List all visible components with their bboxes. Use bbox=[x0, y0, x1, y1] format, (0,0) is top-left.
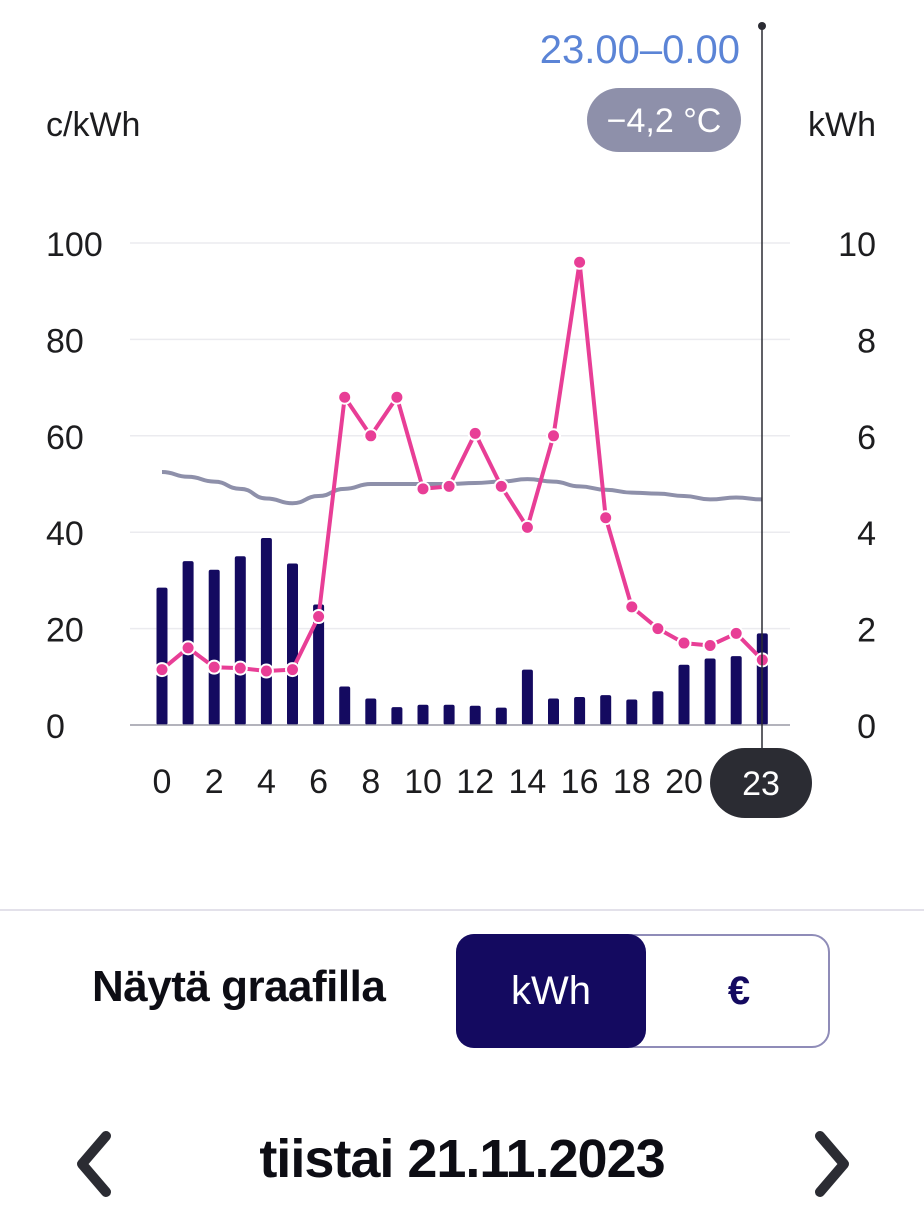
left-tick-label: 20 bbox=[46, 612, 84, 650]
price-point[interactable] bbox=[467, 425, 483, 441]
x-tick-label: 12 bbox=[456, 763, 494, 801]
right-tick-label: 8 bbox=[857, 322, 876, 360]
consumption-bar[interactable] bbox=[678, 664, 690, 725]
price-point[interactable] bbox=[441, 478, 457, 494]
x-tick-label: 4 bbox=[257, 763, 276, 801]
x-tick-label: 14 bbox=[508, 763, 546, 801]
left-tick-label: 100 bbox=[46, 226, 103, 264]
x-tick-label: 18 bbox=[613, 763, 651, 801]
consumption-bar[interactable] bbox=[469, 705, 481, 725]
price-point[interactable] bbox=[389, 389, 405, 405]
chevron-right-icon bbox=[815, 1131, 849, 1197]
price-point[interactable] bbox=[311, 609, 327, 625]
price-point[interactable] bbox=[493, 478, 509, 494]
price-point[interactable] bbox=[676, 635, 692, 651]
price-point[interactable] bbox=[180, 640, 196, 656]
left-tick-label: 0 bbox=[46, 708, 65, 746]
x-tick-label: 16 bbox=[561, 763, 599, 801]
x-tick-label: 2 bbox=[205, 763, 224, 801]
price-point[interactable] bbox=[232, 660, 248, 676]
consumption-bar[interactable] bbox=[548, 698, 559, 725]
consumption-bar[interactable] bbox=[260, 537, 272, 725]
price-point[interactable] bbox=[337, 389, 353, 405]
left-axis-unit: c/kWh bbox=[46, 106, 140, 144]
consumption-bar[interactable] bbox=[495, 707, 507, 725]
consumption-bar[interactable] bbox=[339, 686, 351, 725]
next-day-button[interactable] bbox=[808, 1128, 854, 1200]
section-divider bbox=[0, 909, 924, 911]
left-tick-label: 80 bbox=[46, 322, 84, 360]
left-tick-label: 60 bbox=[46, 419, 84, 457]
consumption-bar[interactable] bbox=[521, 669, 533, 725]
show-on-chart-label: Näytä graafilla bbox=[92, 962, 386, 1011]
price-line bbox=[160, 260, 764, 673]
x-tick-label: 8 bbox=[361, 763, 380, 801]
x-tick-label: 10 bbox=[404, 763, 442, 801]
price-point[interactable] bbox=[519, 519, 535, 535]
price-point[interactable] bbox=[154, 662, 170, 678]
temperature-badge-text: −4,2 °C bbox=[607, 102, 722, 140]
consumption-bar[interactable] bbox=[156, 587, 168, 725]
consumption-bar[interactable] bbox=[365, 698, 377, 725]
x-tick-label: 6 bbox=[309, 763, 328, 801]
price-point[interactable] bbox=[415, 481, 431, 497]
right-axis-unit: kWh bbox=[808, 106, 876, 144]
consumption-bar[interactable] bbox=[391, 707, 403, 725]
right-tick-label: 4 bbox=[857, 515, 876, 553]
selected-time-range: 23.00–0.00 bbox=[540, 28, 740, 72]
price-point[interactable] bbox=[728, 625, 744, 641]
consumption-bar[interactable] bbox=[626, 699, 638, 725]
consumption-bar[interactable] bbox=[208, 569, 220, 725]
consumption-bar[interactable] bbox=[652, 691, 664, 725]
right-tick-label: 2 bbox=[857, 612, 876, 650]
left-tick-label: 40 bbox=[46, 515, 84, 553]
consumption-bar[interactable] bbox=[313, 604, 325, 726]
price-point[interactable] bbox=[258, 663, 274, 679]
consumption-bar[interactable] bbox=[287, 563, 298, 725]
consumption-bar[interactable] bbox=[443, 704, 455, 725]
x-tick-label: 20 bbox=[665, 763, 703, 801]
selected-hour-badge[interactable] bbox=[710, 748, 812, 818]
kwh-option-button[interactable]: kWh bbox=[456, 934, 646, 1048]
consumption-bar[interactable] bbox=[234, 556, 246, 725]
temperature-line bbox=[161, 469, 763, 506]
selection-cursor-top-dot bbox=[758, 22, 766, 30]
right-tick-label: 6 bbox=[857, 419, 876, 457]
price-point[interactable] bbox=[650, 621, 666, 637]
selected-hour-badge-label: 23 bbox=[742, 765, 780, 803]
price-point[interactable] bbox=[546, 428, 561, 444]
consumption-bar[interactable] bbox=[417, 704, 429, 725]
price-point[interactable] bbox=[363, 428, 379, 444]
price-point[interactable] bbox=[572, 254, 588, 270]
selected-date-title: tiistai 21.11.2023 bbox=[259, 1129, 665, 1189]
price-point[interactable] bbox=[206, 659, 222, 675]
price-point[interactable] bbox=[702, 637, 718, 653]
right-tick-label: 0 bbox=[857, 708, 876, 746]
temperature-badge bbox=[587, 88, 741, 152]
unit-toggle: kWh € bbox=[456, 934, 830, 1048]
consumption-bar[interactable] bbox=[574, 697, 586, 725]
consumption-price-chart: c/kWh kWh 23.00–0.00 −4,2 °C 0 020 240 460 6… bbox=[46, 22, 876, 818]
previous-day-button[interactable] bbox=[72, 1128, 118, 1200]
price-point[interactable] bbox=[624, 599, 640, 615]
consumption-bar[interactable] bbox=[730, 656, 742, 725]
consumption-bar[interactable] bbox=[600, 695, 612, 725]
chevron-left-icon bbox=[77, 1131, 111, 1197]
consumption-bar[interactable] bbox=[704, 658, 716, 725]
price-point[interactable] bbox=[598, 510, 614, 526]
x-tick-label: 0 bbox=[153, 763, 172, 801]
price-point[interactable] bbox=[285, 662, 300, 678]
right-tick-label: 10 bbox=[838, 226, 876, 264]
euro-option-button[interactable]: € bbox=[727, 968, 751, 1013]
